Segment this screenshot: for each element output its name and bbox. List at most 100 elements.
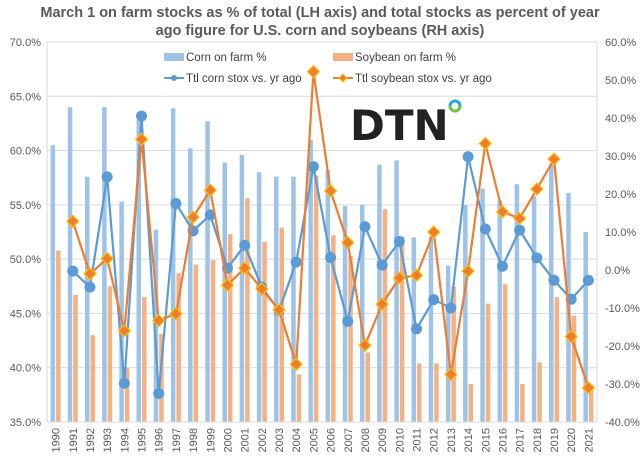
x-axis-tick-label: 2019 <box>549 428 561 452</box>
legend-marker-soy <box>338 73 348 83</box>
corn-bar <box>67 107 73 423</box>
corn-bar <box>549 164 554 422</box>
soybean-bar <box>537 362 542 422</box>
corn-yoy-point <box>342 315 354 327</box>
corn-yoy-point <box>496 260 508 272</box>
soybean-yoy-point <box>340 235 355 250</box>
left-axis-tick-label: 45.0% <box>10 308 41 320</box>
corn-yoy-point <box>84 281 96 293</box>
corn-bar <box>136 120 142 423</box>
soybean-bar <box>296 374 302 422</box>
x-axis-tick-label: 2001 <box>240 428 252 452</box>
corn-bar <box>394 160 399 423</box>
corn-bar <box>514 184 520 422</box>
left-axis-tick-label: 60.0% <box>10 146 41 158</box>
soybean-yoy-point <box>461 264 475 278</box>
corn-bar <box>531 196 537 422</box>
corn-yoy-point <box>531 252 543 264</box>
soybean-bar <box>279 227 285 422</box>
corn-bar <box>274 176 279 422</box>
x-axis-tick-label: 2013 <box>446 428 458 452</box>
x-axis-tick-label: 2007 <box>343 428 355 452</box>
soybean-bar <box>227 234 233 422</box>
soybean-bar <box>193 264 199 422</box>
left-axis-tick-label: 40.0% <box>10 363 41 375</box>
soybean-yoy-point <box>375 297 390 312</box>
soybean-yoy-point <box>134 132 149 147</box>
corn-yoy-point <box>101 171 113 183</box>
left-axis-tick-label: 65.0% <box>10 91 41 103</box>
x-axis-tick-label: 2008 <box>360 428 372 452</box>
soybean-yoy-point <box>186 210 200 225</box>
right-axis-tick-label: -40.0% <box>605 417 640 429</box>
right-axis-tick-label: 0.0% <box>605 265 630 277</box>
x-axis-tick-label: 2005 <box>308 428 320 452</box>
soybean-bar <box>399 236 405 422</box>
x-axis-tick-label: 2009 <box>377 428 389 452</box>
soybean-bar <box>56 250 61 422</box>
right-axis-tick-label: 40.0% <box>605 113 636 125</box>
x-axis-tick-label: 1999 <box>205 428 217 452</box>
soybean-yoy-point <box>547 152 561 166</box>
soybean-yoy-point <box>306 64 321 79</box>
left-axis-tick-label: 50.0% <box>10 254 41 266</box>
legend-swatch-corn-bar <box>164 53 184 61</box>
corn-yoy-point <box>411 323 423 335</box>
corn-bar <box>222 162 227 422</box>
corn-yoy-point <box>239 239 251 251</box>
soybean-yoy-point <box>409 268 424 283</box>
soybean-yoy-point <box>254 282 269 296</box>
corn-bar <box>463 204 468 422</box>
lines <box>65 64 596 399</box>
x-axis-tick-label: 2021 <box>583 428 595 452</box>
soybean-bar <box>176 273 181 422</box>
chart-title-line1: March 1 on farm stocks as % of total (LH… <box>40 5 600 21</box>
soybean-bar <box>245 198 250 422</box>
corn-yoy-point <box>290 256 302 268</box>
soybean-yoy-line <box>71 71 590 389</box>
corn-yoy-point <box>136 110 148 122</box>
soybean-bar <box>434 363 439 422</box>
soybean-yoy-point <box>478 136 493 151</box>
soybean-bar <box>124 367 130 422</box>
soybean-bar <box>313 175 319 422</box>
soybean-yoy-point <box>358 338 372 353</box>
corn-bar <box>428 236 434 422</box>
corn-yoy-point <box>67 265 79 277</box>
x-axis-tick-label: 2015 <box>480 428 492 452</box>
corn-yoy-point <box>204 209 216 221</box>
soybean-yoy-point <box>220 278 235 293</box>
legend-label-corn-bar: Corn on farm % <box>186 52 267 64</box>
legend-label-soy-bar: Soybean on farm % <box>355 52 456 64</box>
x-axis-tick-label: 1991 <box>68 428 80 452</box>
corn-bar <box>308 139 313 422</box>
soybean-yoy-point <box>151 313 166 328</box>
axes: 35.0% 40.0% 45.0% 50.0% 55.0% 60.0% 65.0% 70.0%… <box>10 37 640 452</box>
corn-yoy-point <box>325 251 337 263</box>
corn-yoy-point <box>307 161 319 173</box>
right-axis-tick-label: 60.0% <box>605 37 636 49</box>
dtn-logo-arc-icon <box>448 105 462 113</box>
soybean-bar <box>468 384 474 422</box>
soybean-yoy-point <box>512 211 527 226</box>
corn-bar <box>102 107 107 423</box>
soybean-yoy-point <box>117 323 132 338</box>
soybean-yoy-point <box>83 266 97 281</box>
soybean-bar <box>502 284 508 422</box>
x-axis-tick-label: 1997 <box>171 428 183 452</box>
corn-yoy-point <box>548 274 560 286</box>
corn-yoy-point <box>359 221 371 233</box>
bars <box>50 107 594 423</box>
soybean-yoy-point <box>100 251 115 266</box>
soybean-yoy-point <box>237 261 252 275</box>
x-axis-tick-label: 2017 <box>515 428 527 452</box>
soybean-bar <box>588 385 594 422</box>
corn-yoy-point <box>445 302 457 314</box>
corn-bar <box>256 172 262 422</box>
soybean-bar <box>90 335 95 422</box>
x-axis-tick-label: 2010 <box>394 428 406 452</box>
x-axis-tick-label: 1992 <box>85 428 97 452</box>
soybean-bar <box>73 294 78 422</box>
corn-bar <box>84 176 90 422</box>
